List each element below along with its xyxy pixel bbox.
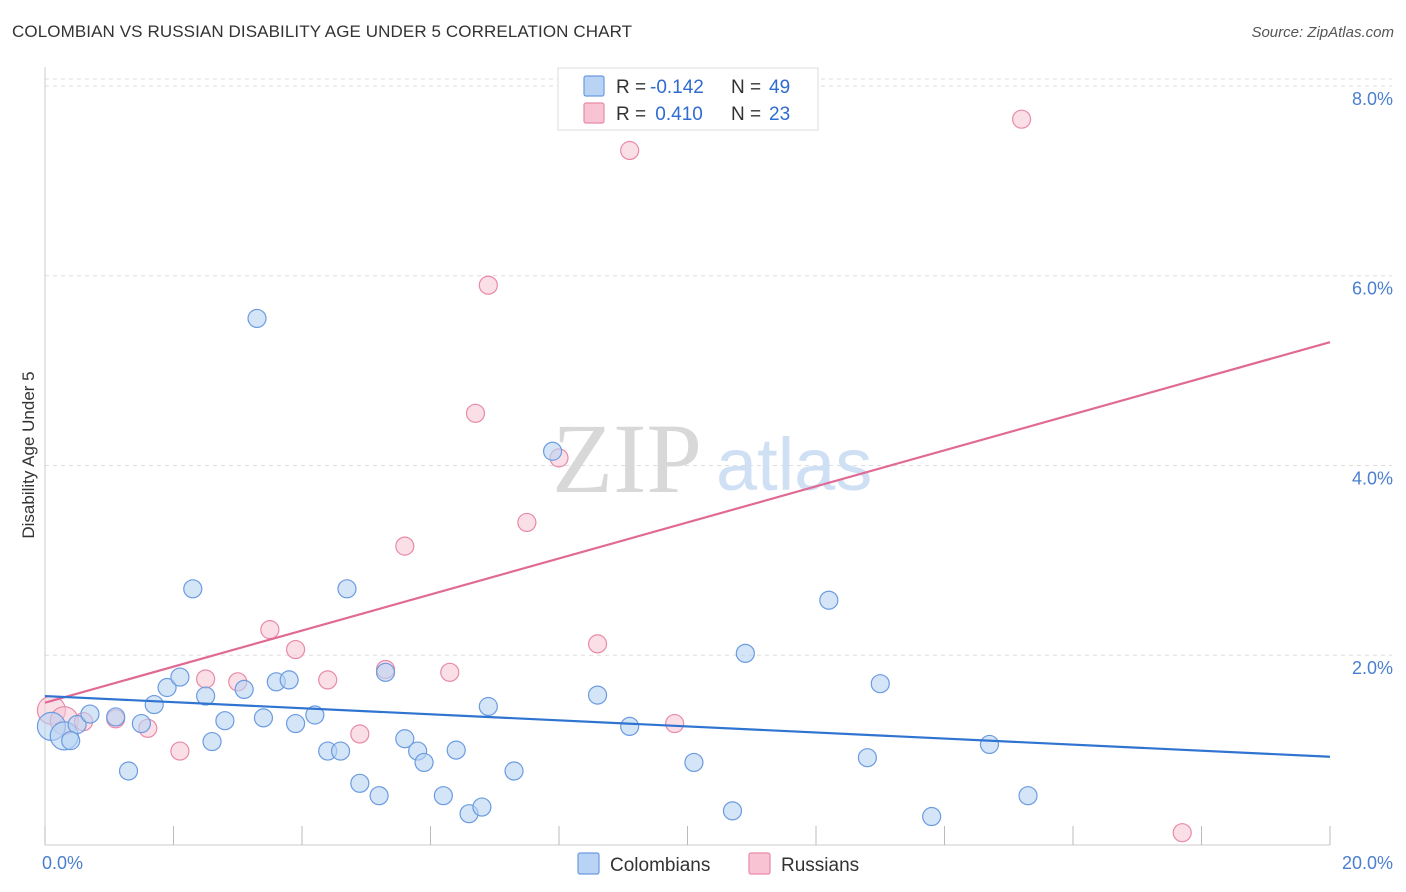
legend-n-value-colombians: 49 [769, 77, 790, 98]
grid [45, 78, 1392, 656]
russians-point [170, 741, 190, 761]
colombians-point [478, 696, 498, 717]
colombians-point [446, 740, 466, 760]
russians-point [395, 536, 415, 556]
legend-r-label-russians: R = [616, 104, 646, 125]
legend-n-label-colombians: N = [731, 77, 761, 98]
colombians-point [106, 707, 126, 727]
russians-point [587, 634, 608, 654]
legend-n-label-russians: N = [731, 104, 761, 125]
russians-point [318, 670, 338, 690]
colombians-point [433, 786, 453, 806]
legend-r-value-colombians: -0.142 [650, 77, 704, 98]
colombians-trend-line [44, 694, 1331, 758]
legend-swatch-russians-bottom [748, 852, 771, 875]
colombians-point [542, 441, 563, 461]
colombians-point [118, 761, 139, 781]
colombians-point [620, 716, 640, 737]
russians-point [620, 140, 640, 161]
colombians-point [684, 752, 704, 773]
colombians-point [131, 713, 151, 734]
legend-swatch-colombians [583, 75, 605, 97]
source-label: Source: ZipAtlas.com [1251, 24, 1394, 41]
trend-lines [44, 341, 1331, 758]
colombians-point [350, 773, 370, 793]
legend-label-colombians: Colombians [610, 855, 710, 876]
tick-labels: 2.0% 4.0% 6.0% 8.0% 0.0% 20.0% [42, 89, 1393, 873]
colombians-point [504, 761, 524, 781]
russians-point [665, 713, 685, 734]
colombians-point [337, 579, 357, 599]
colombians-point [61, 731, 81, 751]
colombians-point [922, 806, 942, 827]
colombians-point [253, 708, 274, 728]
colombians-point [857, 748, 878, 768]
colombians-point [202, 731, 222, 752]
colombians-point [170, 667, 190, 687]
legend-label-russians: Russians [781, 855, 859, 876]
colombians-point [1018, 786, 1038, 806]
russians-point [1172, 823, 1192, 843]
colombians-point [247, 308, 267, 329]
colombians-point [144, 694, 164, 715]
colombians-point [215, 711, 235, 731]
legend-swatch-colombians-bottom [577, 852, 600, 875]
colombians-point [375, 662, 396, 682]
colombians-point [870, 674, 890, 694]
russians-point [350, 724, 370, 744]
colombians-point [285, 713, 306, 734]
legend-swatch-russians [583, 102, 605, 124]
y-tick-label: 6.0% [1352, 279, 1393, 299]
colombians-point [735, 643, 755, 663]
colombians-point [196, 686, 216, 706]
russians-point [465, 403, 486, 423]
chart-title: COLOMBIAN VS RUSSIAN DISABILITY AGE UNDE… [12, 22, 633, 41]
x-tick-label-max: 20.0% [1342, 853, 1393, 873]
russians-point [1011, 109, 1032, 129]
y-axis-title: Disability Age Under 5 [19, 371, 38, 538]
colombians-point [183, 579, 203, 599]
colombians-point [722, 801, 743, 821]
colombians-point [234, 679, 254, 700]
colombians-point [819, 590, 839, 610]
russians-point [260, 620, 280, 640]
y-tick-label: 2.0% [1352, 658, 1393, 678]
colombians-point [157, 677, 177, 698]
colombians-point [587, 685, 608, 705]
y-tick-label: 4.0% [1352, 468, 1393, 488]
y-tick-label: 8.0% [1352, 89, 1393, 109]
legend-n-value-russians: 23 [769, 104, 790, 125]
colombians-point [369, 786, 389, 806]
russians-trend-line [44, 341, 1331, 704]
legend-r-label-colombians: R = [616, 77, 646, 98]
russians-point [285, 639, 306, 660]
russians-point [196, 669, 216, 689]
russians-point [517, 512, 537, 533]
watermark-zip: ZIP [552, 403, 702, 514]
colombians-point [979, 734, 1000, 755]
colombians-point [279, 670, 299, 690]
colombians-point [414, 752, 434, 773]
colombians-point [472, 797, 492, 817]
russians-point [440, 662, 460, 682]
colombians-point [305, 705, 325, 725]
series-colombians [36, 308, 1038, 827]
colombians-point [330, 741, 351, 761]
colombians-point [80, 704, 100, 724]
colombians-point [395, 729, 415, 749]
russians-point [478, 275, 498, 295]
series-legend: Colombians Russians [577, 852, 859, 876]
stats-legend: R = -0.142 N = 49 R = 0.410 N = 23 [557, 67, 819, 131]
x-tick-label-min: 0.0% [42, 853, 83, 873]
legend-r-value-russians: 0.410 [650, 104, 703, 125]
